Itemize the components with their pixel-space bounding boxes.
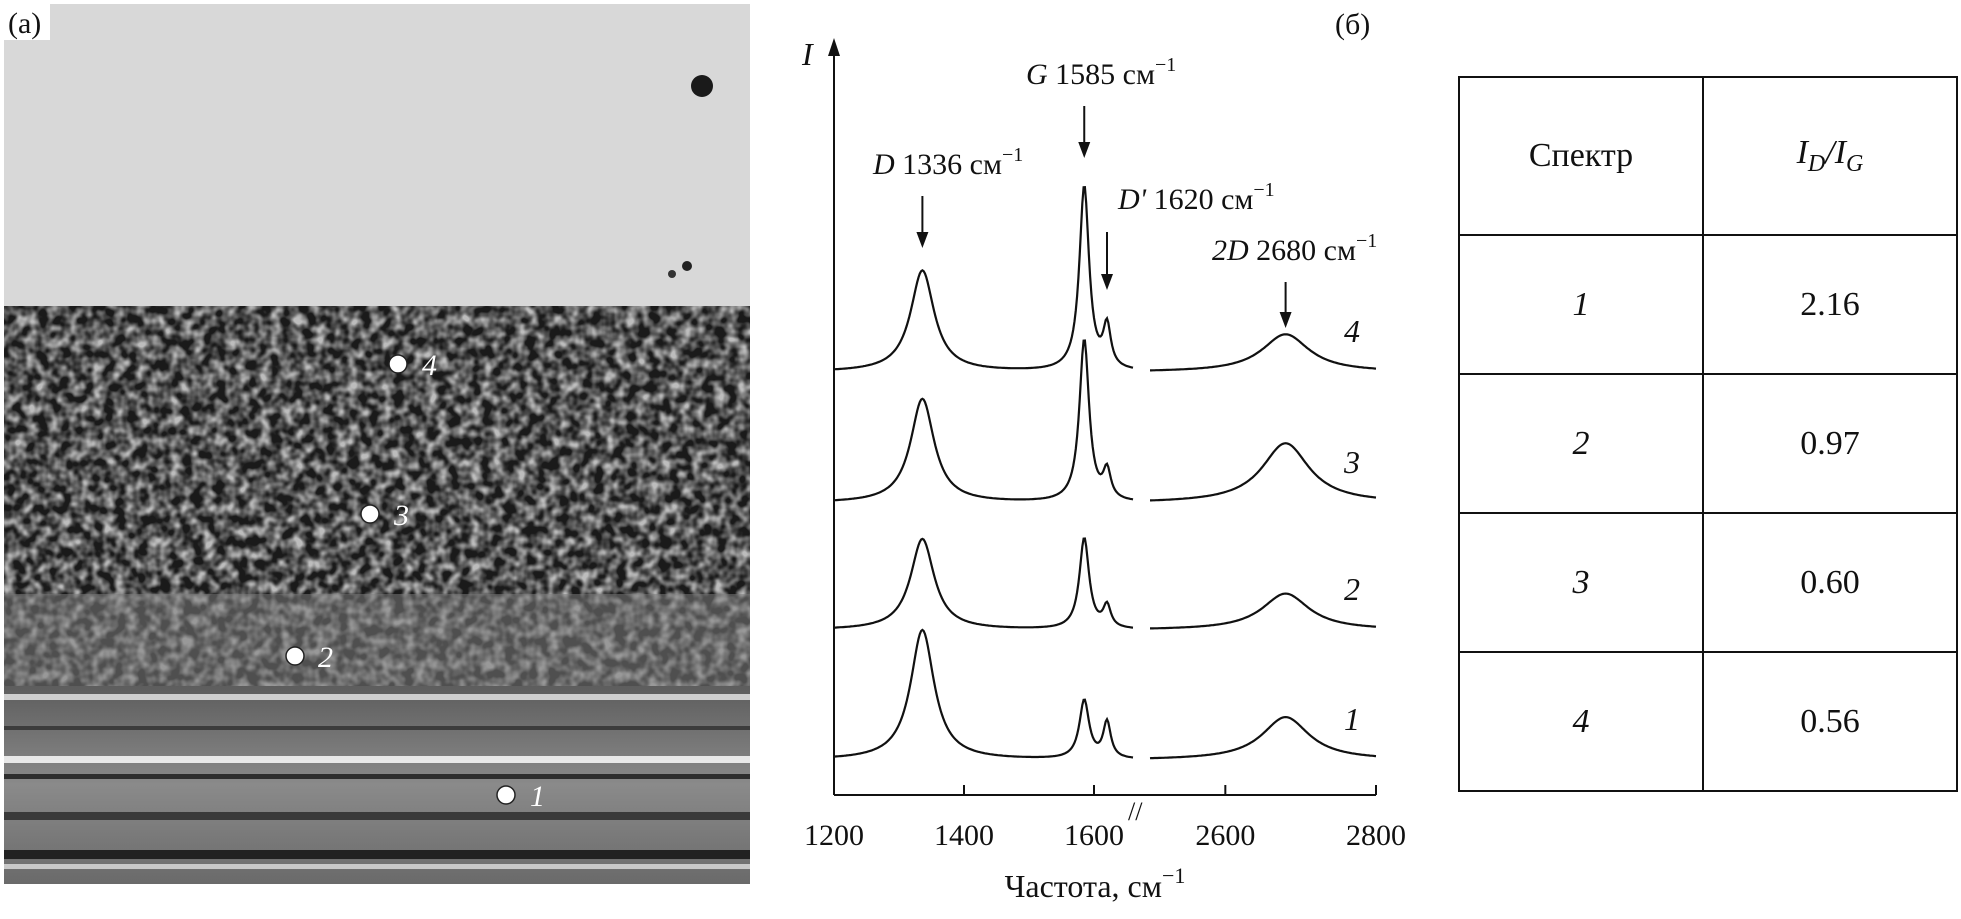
table-cell-spectrum: 2 [1458,373,1704,514]
y-axis-arrowhead [828,38,840,56]
layer-line [4,726,750,730]
x-tick-label: 1600 [1064,819,1124,852]
peak-arrow-head [916,232,929,248]
spectrum-1-line-high [1149,715,1377,760]
peak-symbol: D [872,148,902,181]
id-ig-table: Спектр ID/IG 1 2.16 2 0.97 3 0.60 4 0.56 [1458,76,1958,792]
spectrum-3-label: 3 [1343,444,1360,480]
marker-1: 1 [496,780,545,813]
marker-2: 2 [285,641,333,674]
marker-4: 4 [388,349,437,382]
peak-wavenumber: 1336 см [902,148,1002,181]
micrograph-image: (а) 4 3 2 1 [4,4,750,884]
table-cell-spectrum: 3 [1458,512,1704,653]
table-header-ratio: ID/IG [1702,76,1958,236]
peak-unit-sup: −1 [1356,230,1377,252]
table-cell-ratio: 0.60 [1702,512,1958,653]
x-axis-label-sup: −1 [1162,863,1185,888]
chart-series-group: 1 2 3 4 [833,186,1377,760]
svg-text:2: 2 [318,641,333,674]
layer-line [4,774,750,779]
layer-line [4,850,750,859]
x-tick-label: 2800 [1346,819,1406,852]
chart-axes: I // [801,36,1376,826]
spectrum-4-label: 4 [1344,313,1360,349]
layer-line [4,812,750,820]
layer-line [4,756,750,763]
table-row: 1 2.16 [1458,234,1958,375]
spectrum-3-line-high [1150,442,1377,502]
spectrum-1-line-low [833,628,1134,759]
peak-label-4: 2D 2680 см−1 [1212,230,1377,267]
peak-unit-sup: −1 [1253,179,1274,201]
peak-wavenumber: 1585 см [1055,58,1155,91]
peak-arrow-head [1279,312,1292,328]
peak-symbol: 2D [1212,234,1256,267]
peak-symbol: D' [1117,183,1154,216]
light-region [4,4,750,306]
spectrum-2-line-high [1150,592,1377,630]
panel-b-label: (б) [1335,8,1371,41]
svg-text:4: 4 [422,349,437,382]
table-header-spectrum: Спектр [1458,76,1704,236]
layer-line [4,864,750,869]
peak-arrow-head [1101,274,1113,290]
spectrum-4-line-high [1150,333,1377,372]
table-cell-ratio: 2.16 [1702,234,1958,375]
table-cell-spectrum: 4 [1458,651,1704,792]
spectrum-3-line-low [833,339,1134,502]
chart-ticks: 1200 1400 1600 2600 2800 Частота, см−1 [804,785,1406,904]
transition-band [4,594,750,686]
peak-arrow-head [1078,142,1091,158]
layer-line [4,694,750,700]
dark-spot [668,270,676,278]
axis-break-mark: // [1128,797,1143,826]
peak-symbol: G [1026,58,1055,91]
x-axis-label: Частота, см−1 [1005,863,1186,904]
x-tick-label: 1200 [804,819,864,852]
table-cell-ratio: 0.97 [1702,373,1958,514]
peak-unit-sup: −1 [1155,54,1176,76]
marker-3: 3 [360,499,409,532]
x-tick-label: 1400 [934,819,994,852]
x-tick-label: 2600 [1195,819,1255,852]
dark-spot [682,261,692,271]
peak-label-2: G 1585 см−1 [1026,54,1176,91]
table-row: 4 0.56 [1458,651,1958,792]
svg-text:1: 1 [530,780,545,813]
spectrum-4-line-low [833,186,1134,371]
table-row: 3 0.60 [1458,512,1958,653]
spectrum-2-label: 2 [1344,571,1360,607]
table-cell-spectrum: 1 [1458,234,1704,375]
peak-label-3: D' 1620 см−1 [1117,179,1275,216]
spectrum-1-label: 1 [1344,701,1360,737]
peak-unit-sup: −1 [1002,144,1023,166]
peak-wavenumber: 2680 см [1256,234,1356,267]
dark-spot [691,75,713,97]
peak-wavenumber: 1620 см [1154,183,1254,216]
chart-annotations: D 1336 см−1G 1585 см−1D' 1620 см−12D 268… [872,54,1377,328]
y-axis-label: I [801,36,814,72]
table-row: 2 0.97 [1458,373,1958,514]
panel-a-label: (а) [8,7,41,40]
table-cell-ratio: 0.56 [1702,651,1958,792]
spectrum-2-line-low [834,537,1134,629]
peak-label-1: D 1336 см−1 [872,144,1023,181]
table-header-row: Спектр ID/IG [1458,76,1958,236]
svg-text:3: 3 [393,499,409,532]
panel-a-label-bg [4,4,50,40]
